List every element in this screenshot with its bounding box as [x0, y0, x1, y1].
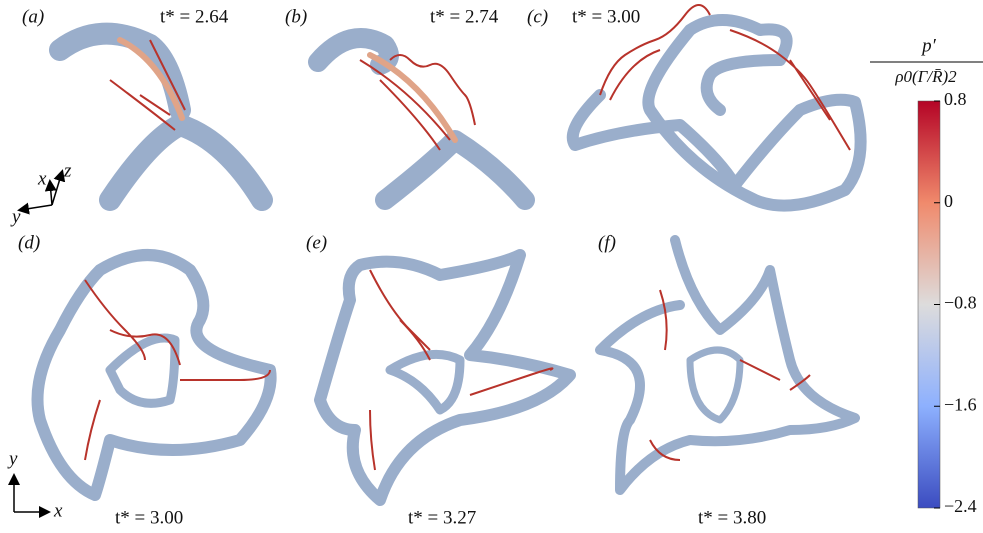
colorbar-tick-label: −0.8 — [944, 293, 977, 313]
axes-3d: y x z — [10, 160, 72, 227]
panel-label: (f) — [598, 232, 616, 253]
panel-time: t* = 3.00 — [572, 6, 640, 27]
panel-e-render — [314, 249, 576, 506]
panel-label: (a) — [22, 6, 44, 27]
panel-c-render — [566, 4, 867, 212]
panel-time: t* = 3.80 — [698, 507, 766, 528]
panel-f-render — [595, 235, 860, 495]
axis-label: z — [63, 160, 72, 181]
panel-label: (d) — [18, 232, 40, 253]
axis-label: x — [37, 168, 47, 189]
axis-label: y — [7, 448, 18, 469]
colorbar-title-denominator: ρ0(Γ/R̄)2 — [894, 67, 957, 86]
panel-d-render — [31, 249, 277, 501]
panel-time: t* = 2.64 — [160, 6, 229, 27]
panel-time: t* = 2.74 — [430, 6, 499, 27]
axes-2d: x y — [7, 448, 63, 521]
panel-label: (b) — [285, 6, 307, 27]
panel-time: t* = 3.00 — [115, 507, 183, 528]
colorbar-tick-label: 0 — [944, 191, 953, 211]
axis-label: x — [53, 500, 63, 521]
colorbar-title-numerator: p′ — [920, 35, 937, 56]
colorbar-tick-label: 0.8 — [944, 89, 967, 109]
panel-time: t* = 3.27 — [408, 507, 476, 528]
panel-a-render — [49, 22, 273, 211]
colorbar-tick-label: −2.4 — [944, 496, 977, 516]
panel-label: (c) — [527, 6, 548, 27]
colorbar: p′ ρ0(Γ/R̄)2 0.8 0 −0.8 −1.6 −2.4 — [870, 35, 983, 516]
panel-b-render — [308, 28, 535, 210]
axis-label: y — [10, 206, 21, 227]
panel-label: (e) — [306, 232, 327, 253]
colorbar-tick-label: −1.6 — [944, 394, 977, 414]
